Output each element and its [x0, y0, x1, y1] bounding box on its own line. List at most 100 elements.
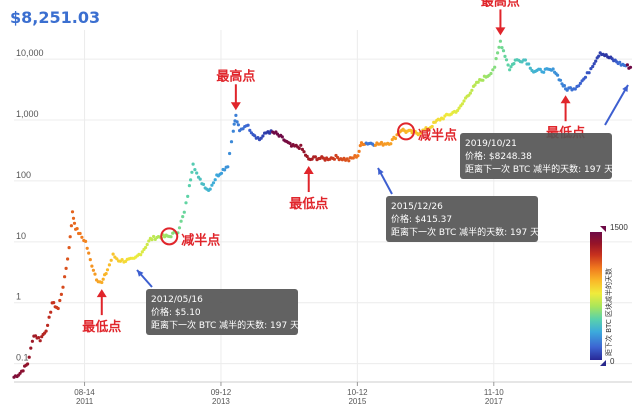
price-point	[457, 106, 461, 110]
price-point	[139, 253, 143, 257]
price-point	[105, 268, 110, 272]
price-point	[302, 150, 306, 154]
x-tick-year: 2013	[212, 397, 230, 406]
y-tick-label: 10	[16, 231, 26, 241]
price-point	[120, 258, 124, 262]
price-point	[70, 210, 75, 214]
y-tick-label: 0.1	[16, 353, 29, 363]
arrow-head	[230, 102, 241, 111]
tooltip-days: 距离下一次 BTC 减半的天数: 197 天	[465, 163, 613, 175]
price-point	[493, 65, 497, 69]
price-point	[190, 170, 194, 174]
tooltip-date: 2019/10/21	[465, 139, 517, 149]
price-point	[356, 154, 360, 158]
price-point	[145, 242, 149, 247]
price-point	[509, 65, 513, 69]
price-point	[625, 63, 630, 67]
x-tick-label: 09-12	[211, 388, 232, 397]
price-point	[232, 122, 236, 126]
price-point	[494, 57, 498, 61]
price-point	[351, 156, 355, 160]
price-point	[219, 171, 224, 175]
price-point	[556, 73, 560, 77]
x-tick-label: 08-14	[74, 388, 95, 397]
price-point	[198, 177, 202, 181]
x-tick-label: 11-10	[484, 388, 504, 397]
price-point	[91, 268, 95, 272]
price-point	[568, 86, 573, 90]
price-point	[186, 194, 190, 198]
price-point	[500, 46, 504, 50]
tooltip-price: 价格: $415.37	[391, 213, 452, 225]
price-point	[551, 67, 555, 71]
colorbar-title: 距下次 BTC 区块减半的天数	[604, 268, 613, 356]
price-point	[587, 71, 591, 75]
annotation-label: 最低点	[289, 196, 328, 212]
price-point	[288, 141, 292, 145]
price-point	[144, 245, 148, 250]
tooltip-days: 距离下一次 BTC 减半的天数: 197 天	[391, 226, 539, 238]
price-point	[594, 59, 598, 63]
price-point	[489, 71, 493, 76]
price-point	[44, 329, 48, 333]
price-point	[211, 181, 216, 185]
price-point	[100, 280, 104, 285]
price-point	[87, 251, 91, 255]
price-point	[210, 183, 214, 187]
tooltip-date: 2015/12/26	[391, 202, 443, 212]
price-point	[93, 272, 97, 276]
annotations: 最低点减半点最高点最低点减半点最高点最低点	[82, 0, 585, 335]
price-point	[147, 239, 151, 243]
price-point	[33, 334, 38, 338]
price-point	[182, 210, 186, 214]
price-point	[498, 39, 502, 43]
price-point	[80, 235, 84, 239]
price-point	[213, 178, 217, 182]
colorbar-gradient	[590, 232, 602, 360]
price-point	[558, 78, 563, 82]
tooltip-box	[460, 133, 612, 179]
price-point	[29, 346, 33, 350]
price-point	[59, 292, 64, 296]
price-point	[26, 362, 30, 366]
y-axis: 0.1 1 10 100 1,000 10,000	[16, 48, 44, 363]
price-points	[12, 39, 633, 379]
price-point	[69, 224, 73, 228]
price-point	[84, 239, 88, 243]
price-header: $8,251.03	[10, 8, 101, 27]
price-point	[226, 165, 230, 169]
price-point	[38, 339, 42, 343]
price-point	[58, 298, 62, 303]
x-tick-year: 2015	[348, 397, 366, 406]
tooltip-price: 价格: $8248.38	[465, 150, 532, 162]
y-tick-label: 100	[16, 170, 31, 180]
price-point	[236, 123, 240, 127]
price-point	[229, 140, 234, 144]
price-point	[223, 168, 227, 172]
price-point	[527, 62, 531, 66]
price-point	[231, 129, 235, 133]
halving-circle	[160, 227, 179, 246]
colorbar-min-label: 0	[610, 357, 615, 366]
price-point	[30, 339, 34, 343]
price-point	[591, 64, 595, 69]
price-point	[456, 108, 460, 113]
price-point	[523, 58, 528, 62]
price-point	[75, 227, 79, 231]
price-point	[583, 75, 588, 79]
price-point	[107, 263, 111, 267]
price-point	[47, 315, 51, 319]
price-point	[473, 83, 477, 87]
price-point	[604, 53, 608, 57]
price-point	[618, 60, 622, 64]
price-point	[184, 201, 188, 205]
price-point	[358, 144, 362, 148]
price-point	[504, 58, 509, 62]
price-point	[90, 264, 94, 268]
price-point	[169, 235, 173, 239]
price-point	[389, 142, 393, 146]
price-point	[441, 117, 445, 121]
arrow-head	[560, 95, 571, 104]
